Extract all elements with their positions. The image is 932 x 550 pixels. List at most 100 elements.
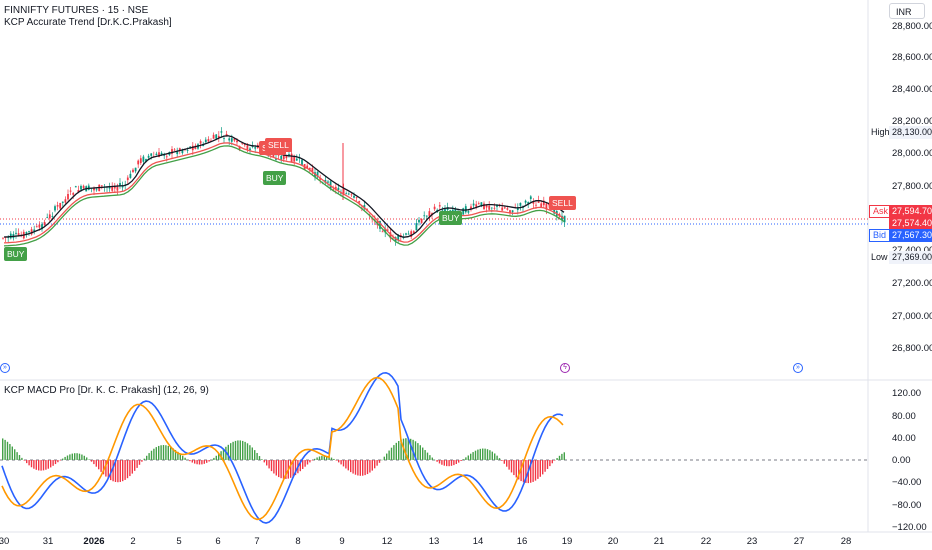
candle-body bbox=[425, 215, 428, 217]
histogram-bar bbox=[246, 443, 249, 460]
candle-body bbox=[238, 145, 241, 150]
indicator-title[interactable]: KCP Accurate Trend [Dr.K.C.Prakash] bbox=[4, 17, 172, 28]
candle-body bbox=[511, 210, 514, 213]
histogram-bar bbox=[86, 457, 88, 460]
scroll-right-icon[interactable]: » bbox=[0, 363, 10, 373]
histogram-bar bbox=[513, 460, 515, 476]
histogram-bar bbox=[371, 460, 373, 471]
histogram-bar bbox=[239, 440, 241, 460]
trend-line-black bbox=[3, 135, 565, 238]
histogram-bar bbox=[450, 460, 453, 466]
histogram-bar bbox=[62, 458, 64, 460]
histogram-bar bbox=[33, 460, 35, 469]
candle-body bbox=[350, 194, 353, 196]
low-label: Low bbox=[871, 252, 888, 262]
buy-signal: BUY bbox=[4, 247, 28, 261]
histogram-bar bbox=[170, 446, 172, 460]
histogram-bar bbox=[321, 455, 323, 460]
histogram-bar bbox=[9, 444, 11, 460]
macd-tick: 40.00 bbox=[892, 433, 916, 444]
histogram-bar bbox=[244, 441, 246, 460]
candle-body bbox=[381, 231, 384, 233]
histogram-bar bbox=[201, 460, 203, 465]
histogram-bar bbox=[546, 460, 549, 469]
lightning-icon[interactable]: ϟ bbox=[560, 363, 570, 373]
candle-body bbox=[48, 214, 51, 219]
histogram-bar bbox=[138, 460, 141, 465]
histogram-bar bbox=[107, 460, 109, 479]
histogram-bar bbox=[376, 460, 378, 466]
histogram-bar bbox=[122, 460, 124, 482]
candle-body bbox=[353, 195, 355, 198]
histogram-bar bbox=[69, 454, 71, 460]
candle-body bbox=[410, 231, 413, 237]
time-tick: 27 bbox=[793, 536, 805, 547]
sell-signal: SELL bbox=[549, 196, 576, 210]
histogram-bar bbox=[340, 460, 342, 465]
candle-body bbox=[158, 152, 160, 158]
symbol-title[interactable]: FINNIFTY FUTURES · 15 · NSE bbox=[4, 5, 149, 16]
histogram-bar bbox=[335, 460, 337, 461]
candle-body bbox=[41, 224, 43, 230]
histogram-bar bbox=[417, 443, 419, 460]
histogram-bar bbox=[386, 453, 388, 460]
histogram-bar bbox=[510, 460, 513, 473]
price-tick: 26,800.00 bbox=[892, 343, 932, 354]
histogram-bar bbox=[191, 460, 193, 463]
candle-body bbox=[67, 194, 69, 200]
histogram-bar bbox=[162, 445, 165, 460]
candle-body bbox=[56, 205, 59, 207]
histogram-bar bbox=[501, 460, 503, 461]
histogram-bar bbox=[218, 453, 220, 460]
macd-title[interactable]: KCP MACD Pro [Dr. K. C. Prakash] (12, 26… bbox=[4, 385, 209, 396]
histogram-bar bbox=[126, 460, 129, 479]
histogram-bar bbox=[474, 450, 477, 460]
histogram-bar bbox=[405, 438, 407, 460]
candle-body bbox=[527, 202, 530, 205]
histogram-bar bbox=[194, 460, 196, 464]
histogram-bar bbox=[54, 460, 57, 465]
histogram-bar bbox=[302, 460, 304, 469]
time-tick: 20 bbox=[607, 536, 619, 547]
time-tick: 31 bbox=[42, 536, 54, 547]
histogram-bar bbox=[508, 460, 510, 470]
histogram-bar bbox=[491, 451, 493, 460]
candle-body bbox=[272, 154, 275, 157]
histogram-bar bbox=[460, 460, 462, 461]
histogram-bar bbox=[136, 460, 138, 468]
histogram-bar bbox=[225, 446, 227, 460]
histogram-bar bbox=[258, 456, 261, 460]
histogram-bar bbox=[148, 453, 150, 460]
candle-body bbox=[126, 177, 129, 181]
histogram-bar bbox=[215, 455, 217, 460]
candle-body bbox=[454, 209, 457, 213]
candle-body bbox=[129, 173, 132, 178]
macd-signal-line bbox=[1, 376, 564, 521]
candle-body bbox=[524, 200, 527, 203]
candle-body bbox=[150, 153, 153, 156]
candle-body bbox=[355, 197, 358, 199]
bid-value: 27,567.30 bbox=[889, 229, 932, 242]
candle-body bbox=[225, 133, 228, 137]
candle-body bbox=[30, 229, 33, 235]
scroll-right-icon[interactable]: » bbox=[793, 363, 803, 373]
currency-selector[interactable]: INR bbox=[889, 3, 925, 19]
candle-body bbox=[483, 203, 485, 210]
histogram-bar bbox=[18, 455, 21, 460]
histogram-bar bbox=[230, 443, 232, 460]
histogram-bar bbox=[479, 448, 481, 460]
candle-body bbox=[363, 205, 366, 209]
candle-body bbox=[334, 186, 337, 190]
candle-body bbox=[532, 200, 535, 204]
candle-body bbox=[173, 149, 176, 151]
histogram-bar bbox=[458, 460, 460, 463]
candle-body bbox=[542, 200, 545, 206]
bid-label: Bid bbox=[869, 229, 891, 242]
candle-body bbox=[236, 140, 238, 143]
histogram-bar bbox=[64, 456, 66, 460]
macd-tick: −40.00 bbox=[892, 477, 922, 488]
candle-body bbox=[38, 224, 41, 228]
histogram-bar bbox=[333, 458, 335, 460]
histogram-bar bbox=[314, 458, 316, 460]
